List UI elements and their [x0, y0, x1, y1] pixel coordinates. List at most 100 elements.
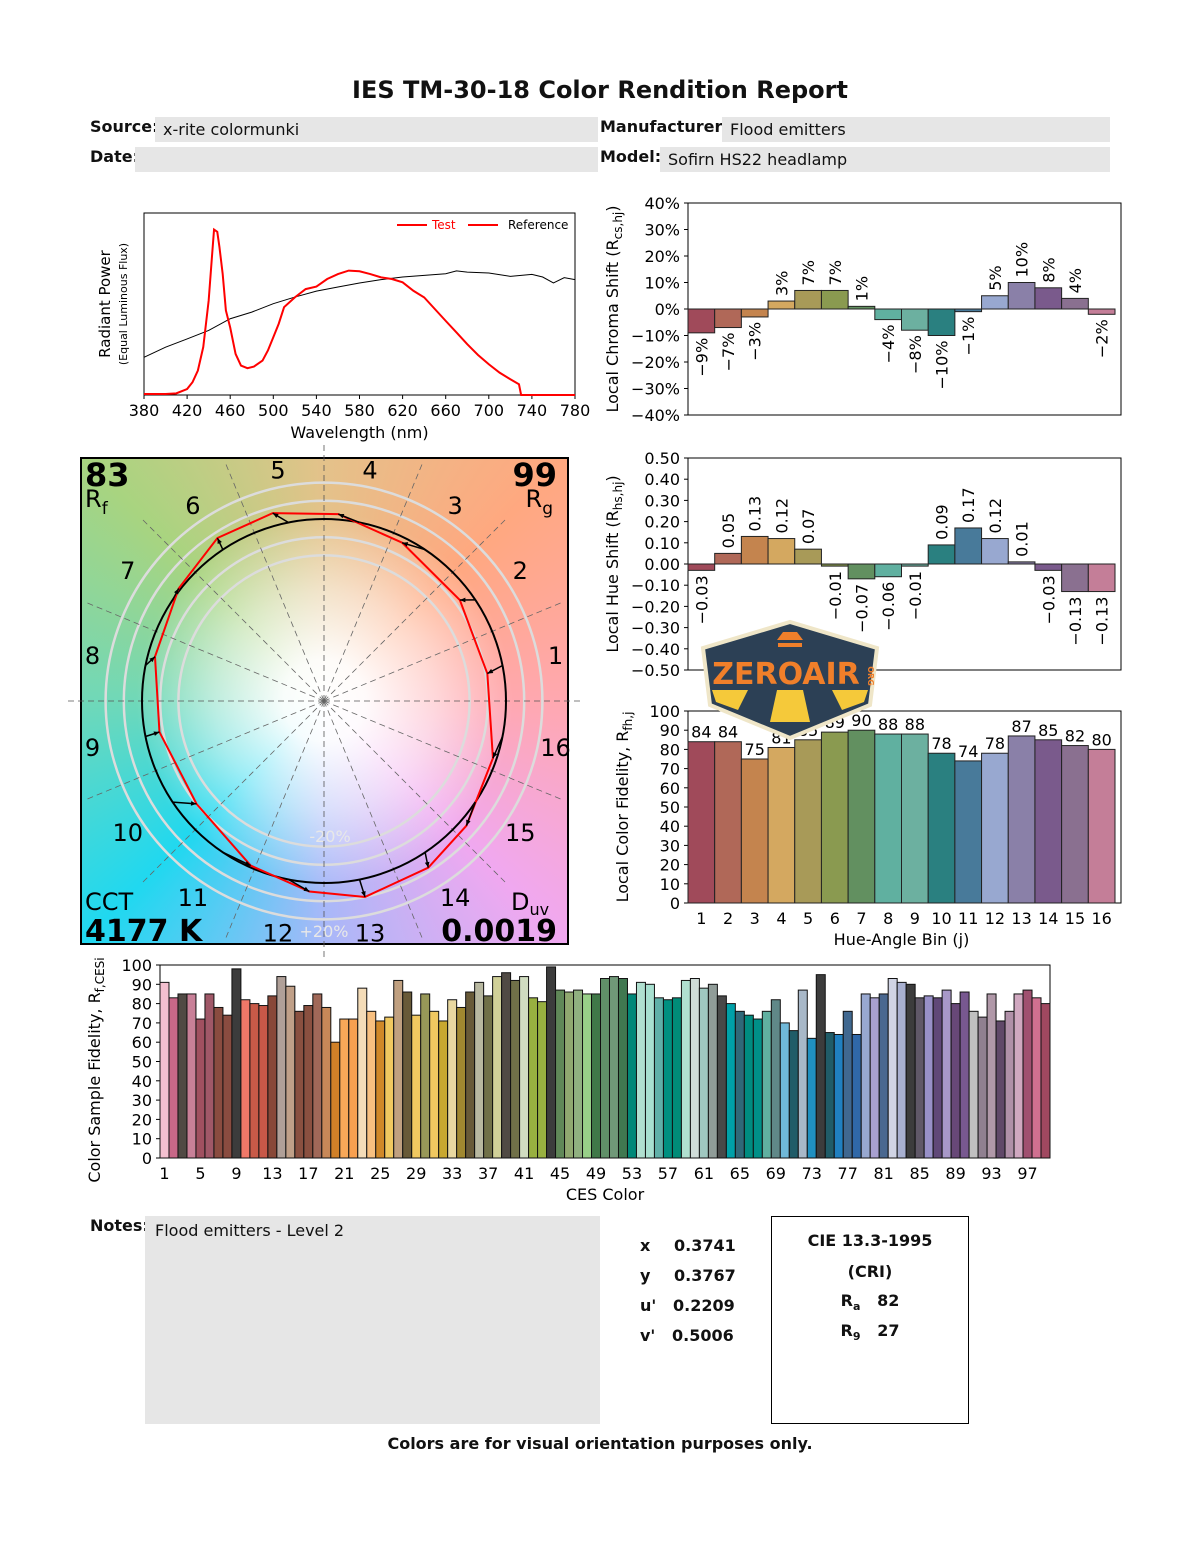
local-fidelity-bar-14 — [1034, 739, 1063, 904]
ces-bar-33 — [447, 999, 458, 1159]
chromaticity-x-value: 0.3741 — [674, 1236, 736, 1255]
cri-r9-value: 27 — [877, 1321, 900, 1341]
ces-y-tick-label: 100 — [121, 956, 152, 975]
hue-shift-value-label: 0.01 — [1013, 521, 1032, 557]
ces-x-tick-label: 9 — [231, 1164, 241, 1183]
chromaticity-v-label: v' — [640, 1326, 656, 1345]
date-label: Date: — [90, 147, 139, 166]
chromaticity-y: y 0.3767 — [640, 1266, 736, 1285]
ces-y-tick-label: 30 — [132, 1091, 152, 1110]
ces-bar-87 — [932, 997, 943, 1159]
spectrum-x-tick-label: 620 — [387, 401, 418, 420]
local-fidelity-value-label: 90 — [851, 711, 871, 730]
ces-bar-31 — [429, 1010, 440, 1159]
hue-bin-label-1: 1 — [548, 642, 563, 670]
ces-bar-36 — [474, 981, 485, 1159]
chroma-shift-bar-3 — [740, 308, 769, 318]
chroma-shift-value-label: −2% — [1093, 319, 1112, 358]
arrowhead-icon — [217, 538, 222, 545]
ces-bar-14 — [276, 976, 287, 1159]
ces-x-tick-label: 45 — [550, 1164, 570, 1183]
spectrum-x-tick-label: 740 — [517, 401, 548, 420]
ces-y-tick-label: 90 — [132, 975, 152, 994]
ces-bar-69 — [770, 999, 781, 1159]
ces-x-tick-label: 57 — [658, 1164, 678, 1183]
ces-bar-2 — [168, 997, 179, 1159]
ces-y-axis-label: Color Sample Fidelity, Rf,CESi — [85, 957, 107, 1182]
chroma-shift-bar-1 — [687, 308, 716, 334]
hue-shift-y-tick-label: −0.50 — [631, 661, 680, 680]
hue-shift-bar-1 — [687, 563, 716, 571]
watermark-suffix: ORG — [866, 666, 875, 686]
chroma-shift-bar-4 — [767, 300, 796, 310]
ces-bar-89 — [950, 1003, 961, 1159]
chroma-shift-value-label: −7% — [719, 333, 738, 372]
spectrum-series-reference — [143, 270, 576, 358]
chroma-shift-bar-15 — [1061, 297, 1089, 310]
ces-bar-65 — [734, 1010, 745, 1159]
ces-bar-5 — [195, 1018, 206, 1159]
ces-bar-83 — [896, 981, 907, 1159]
local-fidelity-value-label: 88 — [878, 715, 898, 734]
ces-x-tick-label: 53 — [622, 1164, 642, 1183]
local-fidelity-value-label: 87 — [1011, 717, 1031, 736]
local-fidelity-y-tick-label: 90 — [660, 721, 680, 740]
ces-bar-38 — [492, 976, 503, 1159]
arrowhead-icon — [272, 513, 279, 518]
chroma-shift-bar-8 — [874, 308, 902, 321]
ces-x-tick-label: 65 — [730, 1164, 750, 1183]
arrowhead-icon — [466, 819, 471, 826]
spectrum-x-tick-label: 420 — [172, 401, 203, 420]
ces-bar-49 — [591, 993, 602, 1159]
chroma-shift-y-tick-label: 20% — [644, 247, 680, 266]
local-fidelity-x-tick-label: 1 — [696, 909, 706, 928]
hue-shift-bar-12 — [981, 538, 1009, 565]
ces-bar-7 — [213, 1006, 224, 1159]
ces-bar-94 — [995, 1020, 1006, 1159]
ces-bar-51 — [608, 976, 619, 1159]
ces-bar-22 — [348, 1018, 359, 1159]
hue-bin-label-14: 14 — [440, 884, 471, 912]
ces-bar-97 — [1022, 989, 1033, 1159]
local-fidelity-bar-1 — [687, 741, 716, 904]
ces-y-tick-label: 60 — [132, 1033, 152, 1052]
local-fidelity-y-tick-label: 70 — [660, 760, 680, 779]
chromaticity-x-label: x — [640, 1236, 651, 1255]
ces-bar-77 — [842, 1010, 853, 1159]
ces-bar-32 — [438, 1020, 449, 1159]
local-fidelity-y-tick-label: 30 — [660, 836, 680, 855]
hue-shift-y-tick-label: 0.40 — [644, 470, 680, 489]
ces-x-tick-label: 73 — [802, 1164, 822, 1183]
ces-y-tick-label: 0 — [142, 1149, 152, 1168]
hue-shift-bar-13 — [1007, 561, 1036, 565]
hue-shift-bar-4 — [767, 538, 796, 565]
chroma-shift-bar-2 — [714, 308, 742, 329]
ces-x-tick-label: 13 — [262, 1164, 282, 1183]
ces-bar-74 — [815, 974, 826, 1159]
vector-spoke — [323, 700, 424, 942]
vector-spoke — [323, 516, 509, 702]
cri-box: CIE 13.3-1995 (CRI) Ra 82 R9 27 — [771, 1216, 969, 1424]
chroma-shift-value-label: 8% — [1039, 257, 1058, 282]
ces-bar-67 — [752, 1018, 763, 1159]
ces-bar-8 — [222, 1014, 233, 1159]
chroma-shift-bar-14 — [1034, 287, 1063, 310]
chroma-shift-y-tick-label: −30% — [631, 380, 680, 399]
local-fidelity-value-label: 80 — [1091, 730, 1111, 749]
hue-shift-value-label: 0.12 — [986, 498, 1005, 534]
local-fidelity-x-tick-label: 9 — [910, 909, 920, 928]
ring-minus-label: -20% — [309, 827, 350, 846]
chromaticity-v: v' 0.5006 — [640, 1326, 734, 1345]
spectrum-x-tick-label: 700 — [474, 401, 505, 420]
model-label: Model: — [600, 147, 662, 166]
legend-reference-label: Reference — [508, 218, 568, 232]
ces-bar-4 — [186, 993, 197, 1159]
local-fidelity-y-axis-label: Local Color Fidelity, Rfh,j — [613, 712, 635, 903]
ces-x-tick-label: 97 — [1017, 1164, 1037, 1183]
local-fidelity-y-tick-label: 20 — [660, 856, 680, 875]
chroma-shift-value-label: −9% — [692, 338, 711, 377]
ces-bar-62 — [707, 983, 718, 1159]
cct-label: CCT — [85, 888, 134, 916]
ces-bar-92 — [977, 1016, 988, 1159]
hue-shift-bar-8 — [874, 563, 902, 578]
